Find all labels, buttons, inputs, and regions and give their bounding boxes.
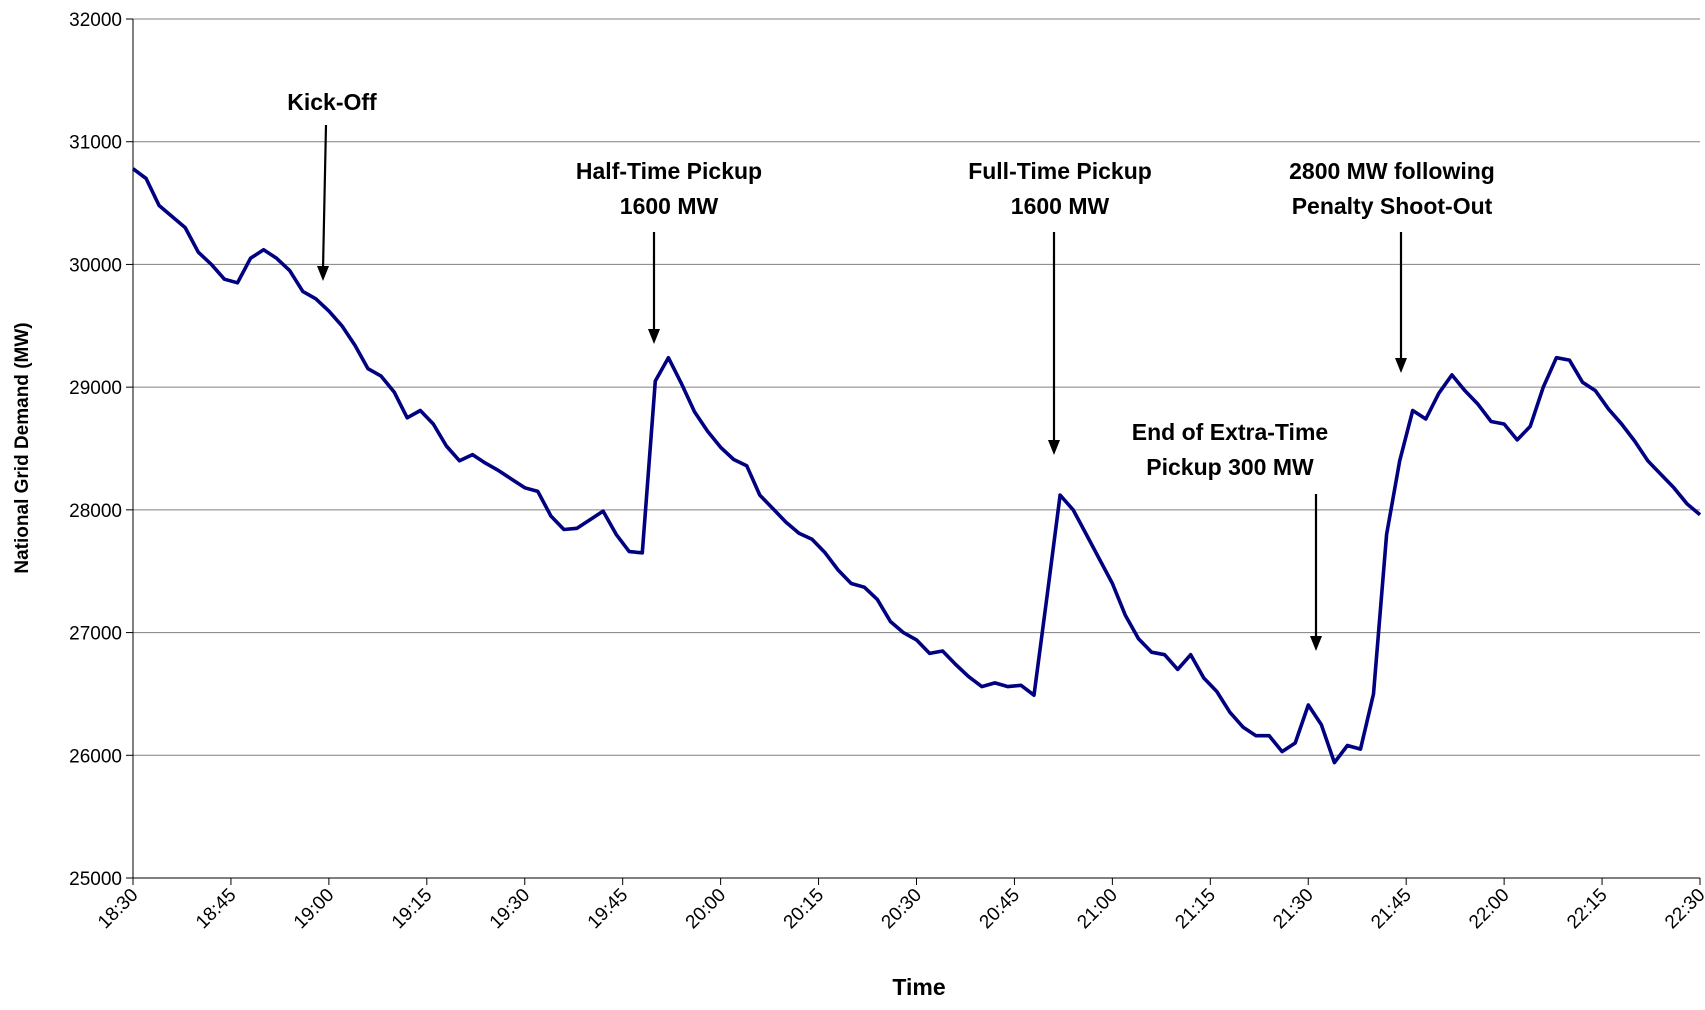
y-tick-label: 29000 — [69, 378, 122, 399]
annotation: Penalty Shoot-Out — [1292, 193, 1493, 219]
y-tick-label: 31000 — [69, 133, 122, 154]
arrow-head — [1310, 636, 1322, 651]
y-tick-label: 25000 — [69, 869, 122, 890]
x-tick-label: 20:15 — [780, 885, 828, 933]
annotation: 1600 MW — [1011, 193, 1110, 219]
data-line — [131, 167, 1702, 765]
x-tick-label: 20:45 — [976, 885, 1024, 933]
y-tick-label: 27000 — [69, 624, 122, 645]
arrow-head — [1395, 358, 1407, 373]
annotation: 2800 MW following — [1289, 158, 1495, 184]
annotation: Kick-Off — [287, 89, 377, 115]
x-tick-label: 21:15 — [1171, 885, 1219, 933]
x-tick-label: 20:00 — [682, 885, 730, 933]
x-tick-label: 21:00 — [1073, 885, 1121, 933]
annotation-arrow — [321, 124, 328, 270]
x-tick-label: 20:30 — [878, 885, 926, 933]
y-axis-label: National Grid Demand (MW) — [12, 322, 33, 573]
x-axis-label: Time — [892, 974, 945, 1000]
x-tick-label: 19:45 — [584, 885, 632, 933]
annotation: Half-Time Pickup — [576, 158, 762, 184]
arrow-head — [648, 329, 660, 344]
x-tick-label: 18:45 — [192, 885, 240, 933]
arrow-head — [1048, 440, 1060, 455]
arrow-head — [317, 266, 329, 281]
annotation: Full-Time Pickup — [968, 158, 1152, 184]
y-tick-label: 32000 — [69, 10, 122, 31]
x-tick-label: 22:15 — [1563, 885, 1611, 933]
x-tick-label: 19:15 — [388, 885, 436, 933]
y-tick-label: 28000 — [69, 501, 122, 522]
y-tick-label: 30000 — [69, 255, 122, 276]
annotation: Pickup 300 MW — [1146, 454, 1314, 480]
x-tick-label: 21:45 — [1367, 885, 1415, 933]
x-tick-label: 21:30 — [1269, 885, 1317, 933]
annotation: 1600 MW — [620, 193, 719, 219]
x-tick-label: 22:30 — [1661, 885, 1705, 933]
annotation: End of Extra-Time — [1132, 419, 1328, 445]
x-tick-label: 19:00 — [290, 885, 338, 933]
x-tick-label: 19:30 — [486, 885, 534, 933]
x-tick-label: 18:30 — [94, 885, 142, 933]
y-tick-label: 26000 — [69, 746, 122, 767]
x-tick-label: 22:00 — [1465, 885, 1513, 933]
